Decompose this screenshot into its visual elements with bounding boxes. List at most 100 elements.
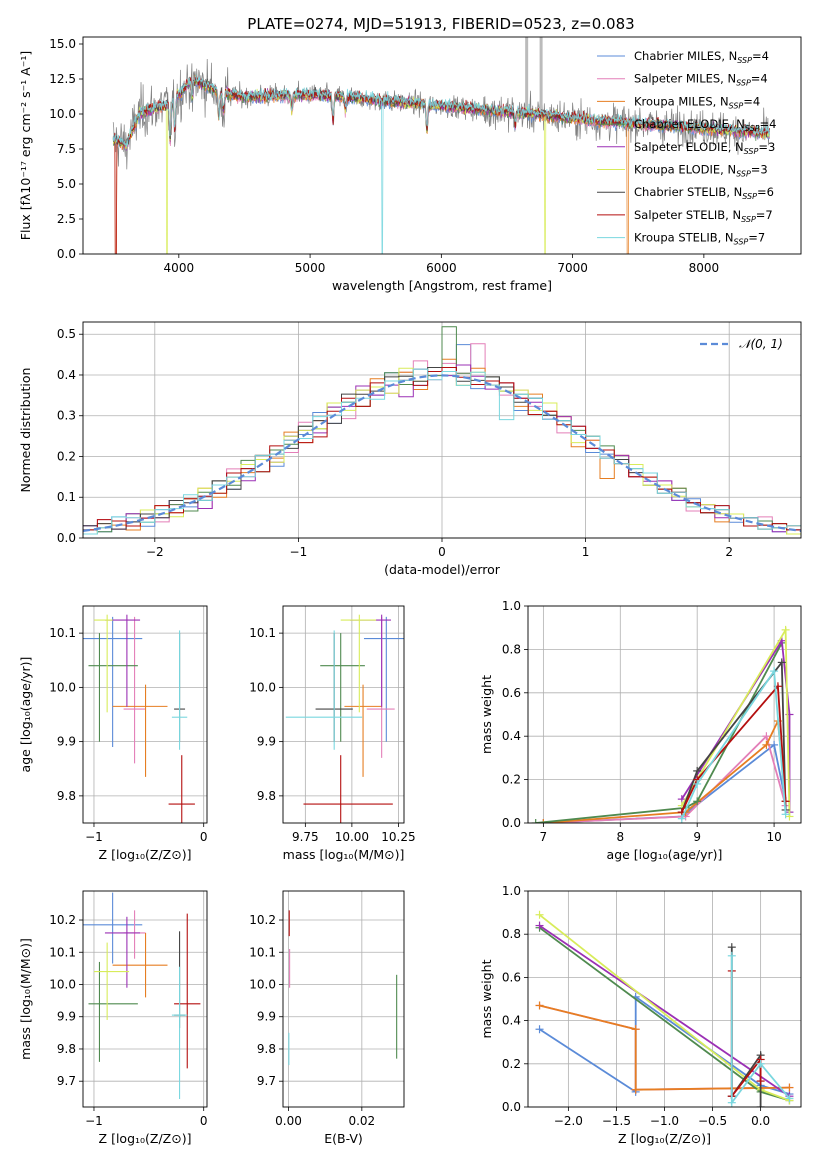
mass-weight-marker — [535, 910, 544, 919]
normal-reference-curve — [83, 374, 801, 532]
y-axis-label: mass [log₁₀(M/M⊙)] — [18, 938, 33, 1060]
legend-label-count: =7 — [748, 231, 765, 245]
x-tick-label: 0.02 — [348, 1114, 375, 1128]
mass-weight-marker — [531, 819, 540, 823]
x-axis-label: Z [log₁₀(Z/Z⊙)] — [99, 847, 192, 862]
errorbar-point — [340, 614, 377, 713]
errorbar-point — [112, 684, 168, 777]
legend-label-subscript: SSP — [729, 101, 744, 110]
legend-label-text: Salpeter MILES, N — [634, 72, 736, 86]
errorbar-point — [83, 616, 143, 748]
y-tick-label: 10.2 — [249, 913, 276, 927]
x-tick-label: 10.25 — [381, 830, 415, 844]
x-tick-label: 9.75 — [292, 830, 319, 844]
errorbar-point — [88, 961, 138, 1062]
y-tick-label: 0.4 — [57, 368, 76, 382]
spectrum-panel: 4000 5000 6000 7000 8000 0.0 2.5 5.0 7.5 10.0 12.5… — [18, 36, 802, 293]
x-axis-label: age [log₁₀(age/yr)] — [607, 847, 723, 862]
y-tick-label: 1.0 — [502, 599, 521, 613]
legend-label-count: =6 — [757, 185, 774, 199]
legend-label: Chabrier MILES, NSSP=4 — [634, 49, 769, 65]
age-vs-metallicity-panel: −1 0 9.8 9.9 10.0 10.1 Z [log₁₀(Z/Z⊙)] age [log… — [18, 605, 208, 862]
legend-label-text: Salpeter ELODIE, N — [634, 140, 744, 154]
x-tick-label: 0 — [200, 830, 208, 844]
y-tick-label: 9.7 — [57, 1074, 76, 1088]
errorbar-point — [171, 630, 188, 750]
mass-weight-line — [538, 924, 791, 1097]
legend-label: Salpeter STELIB, NSSP=7 — [634, 208, 773, 224]
x-tick-label: −0.5 — [698, 1114, 727, 1128]
mass-vs-metallicity-panel: −1 0 9.7 9.8 9.9 10.0 10.1 10.2 Z [log₁₀(Z/Z⊙)] m… — [18, 890, 208, 1146]
model-fit-line — [112, 74, 770, 254]
x-tick-label: −1 — [85, 1114, 103, 1128]
legend-label: Chabrier STELIB, NSSP=6 — [634, 185, 774, 201]
y-tick-label: 12.5 — [49, 72, 76, 86]
mass-weight-line — [535, 642, 783, 823]
x-tick-label: 9 — [693, 830, 701, 844]
x-axis-label: (data-model)/error — [384, 562, 501, 577]
histogram-step-line — [83, 368, 801, 538]
legend-label-count: =4 — [752, 49, 769, 63]
errorbar-point — [303, 755, 393, 823]
y-tick-label: 0.0 — [502, 816, 521, 830]
y-axis-label: Normed distribution — [18, 368, 33, 493]
plot-area — [288, 910, 398, 1066]
legend-label-text: Kroupa ELODIE, N — [634, 163, 736, 177]
x-tick-label: 8000 — [689, 261, 720, 275]
axes-frame — [82, 605, 208, 824]
y-tick-label: 9.7 — [257, 1074, 276, 1088]
spectrum-legend: Chabrier MILES, NSSP=4 Salpeter MILES, N S… — [597, 49, 776, 247]
y-tick-label: 7.5 — [57, 142, 76, 156]
legend-label-count: =7 — [756, 208, 773, 222]
legend-label: Kroupa ELODIE, NSSP=3 — [634, 163, 768, 179]
mass-weight-marker — [762, 740, 771, 749]
mass-weight-line — [543, 743, 787, 823]
x-tick-label: 7 — [540, 830, 548, 844]
legend-label-subscript: SSP — [742, 192, 757, 201]
mass-weight-marker — [756, 1059, 765, 1068]
y-tick-label: 2.5 — [57, 212, 76, 226]
y-tick-label: 0.4 — [502, 1014, 521, 1028]
y-tick-label: 9.9 — [57, 735, 76, 749]
y-tick-label: 0.8 — [502, 642, 521, 656]
mass-weight-marker — [781, 810, 790, 819]
legend-label-count: =3 — [758, 140, 775, 154]
legend-label: Salpeter ELODIE, NSSP=3 — [634, 140, 775, 156]
y-tick-label: 15.0 — [49, 37, 76, 51]
mass-weight-line — [680, 659, 787, 813]
y-tick-label: 0.2 — [502, 1057, 521, 1071]
x-tick-label: 10.00 — [335, 830, 369, 844]
x-tick-label: −2 — [146, 545, 164, 559]
figure-title: PLATE=0274, MJD=51913, FIBERID=0523, z=0… — [247, 15, 634, 33]
y-tick-label: 9.8 — [257, 789, 276, 803]
plot-area — [285, 614, 404, 823]
mass-weight-line — [730, 970, 762, 1099]
errorbar-point — [171, 966, 188, 1099]
mass-weight-marker — [539, 819, 548, 823]
x-tick-label: 4000 — [164, 261, 195, 275]
axes-frame — [82, 36, 802, 255]
legend-label: 𝒩(0, 1) — [739, 337, 783, 351]
legend-label-subscript: SSP — [744, 147, 759, 156]
x-tick-label: −1.0 — [650, 1114, 679, 1128]
mass-weight-line — [539, 1004, 790, 1091]
axes-frame — [282, 605, 405, 824]
y-tick-label: 1.0 — [502, 884, 521, 898]
errorbar-point — [93, 942, 130, 1020]
x-tick-label: 5000 — [295, 261, 326, 275]
mass-weight-marker — [781, 625, 790, 634]
x-axis-label: Z [log₁₀(Z/Z⊙)] — [99, 1131, 192, 1146]
mass-weight-marker — [693, 766, 702, 775]
x-tick-label: 10 — [766, 830, 781, 844]
plot-area — [83, 614, 195, 823]
mass-weight-line — [543, 734, 787, 823]
legend-label: Kroupa STELIB, NSSP=7 — [634, 231, 765, 247]
errorbar-point — [363, 616, 404, 742]
legend-label-text: Salpeter STELIB, N — [634, 208, 741, 222]
mass-weight-marker — [535, 921, 544, 930]
mass-weight-marker — [693, 797, 702, 806]
y-tick-label: 10.0 — [249, 977, 276, 991]
plot-area — [83, 892, 201, 1099]
errorbar-point — [112, 932, 168, 998]
legend-label: Chabrier ELODIE, NSSP=4 — [634, 117, 776, 133]
